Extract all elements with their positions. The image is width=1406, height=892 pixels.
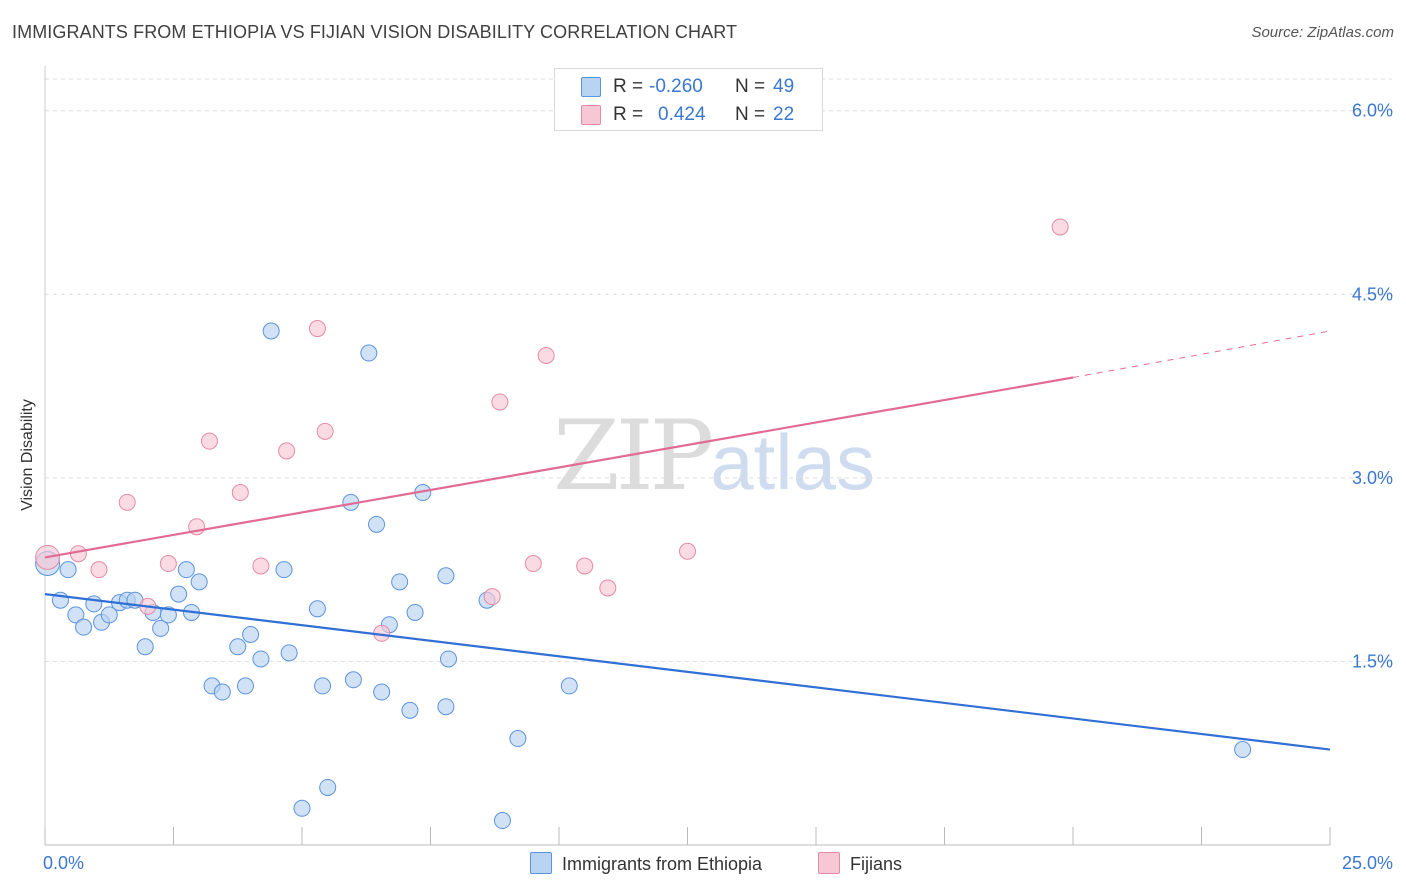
pink-data-point <box>90 561 108 579</box>
pink-data-point <box>483 588 501 606</box>
legend-label-fijians: Fijians <box>850 854 903 874</box>
pink-data-point <box>231 484 249 502</box>
blue-data-point <box>437 698 455 716</box>
blue-data-point <box>75 618 93 636</box>
blue-data-point <box>170 585 188 603</box>
pink-data-point <box>118 493 136 511</box>
pink-trend-extension <box>1072 330 1331 378</box>
watermark-zip: ZIP <box>553 400 714 512</box>
watermark-atlas: atlas <box>710 418 875 506</box>
pink-data-point <box>308 320 326 338</box>
pink-trend-line <box>44 376 1074 559</box>
legend-swatch-pink <box>818 852 840 874</box>
grid-lines <box>45 78 1392 662</box>
blue-data-point <box>252 650 270 668</box>
pink-data-point <box>252 557 270 575</box>
legend-r-value: -0.260 <box>649 76 703 97</box>
blue-data-point <box>373 683 391 701</box>
pink-data-point <box>200 432 218 450</box>
blue-data-point <box>560 677 578 695</box>
legend-item-fijians: Fijians <box>818 852 902 875</box>
pink-data-point <box>69 545 87 563</box>
y-tick-label: 4.5% <box>1352 284 1393 304</box>
legend-swatch-blue <box>530 852 552 874</box>
blue-data-point <box>190 573 208 591</box>
blue-data-point <box>437 567 455 585</box>
blue-data-point <box>152 619 170 637</box>
legend-r-value: 0.424 <box>658 104 706 125</box>
blue-data-point <box>262 322 280 340</box>
pink-data-point <box>1051 218 1069 236</box>
legend-swatch-blue <box>581 77 601 97</box>
chart-title: IMMIGRANTS FROM ETHIOPIA VS FIJIAN VISIO… <box>12 22 738 42</box>
blue-data-point <box>177 561 195 579</box>
legend-row-fijians: R = 0.424 N = 22 <box>555 100 822 128</box>
legend-r-label: R = <box>613 76 644 97</box>
y-tick-label: 1.5% <box>1352 651 1393 671</box>
legend-n-label: N = <box>735 104 766 125</box>
correlation-legend: R = -0.260 N = 49 R = 0.424 N = 22 <box>554 68 823 131</box>
legend-n-value: 22 <box>773 104 795 125</box>
pink-data-point <box>599 579 617 597</box>
blue-data-point <box>229 638 247 656</box>
watermark: ZIPatlas <box>553 400 875 512</box>
blue-data-point <box>368 515 386 533</box>
trend-lines <box>44 330 1331 751</box>
pink-data-point <box>576 557 594 575</box>
legend-row-ethiopia: R = -0.260 N = 49 <box>555 72 822 100</box>
pink-data-point <box>159 555 177 573</box>
blue-data-point <box>509 730 527 748</box>
blue-data-point <box>67 606 85 624</box>
blue-data-point <box>493 812 511 830</box>
legend-item-ethiopia: Immigrants from Ethiopia <box>530 852 762 875</box>
blue-data-point <box>391 573 409 591</box>
pink-data-point <box>278 442 296 460</box>
legend-n-value: 49 <box>773 76 795 97</box>
blue-data-point <box>236 677 254 695</box>
pink-data-point <box>537 346 555 364</box>
blue-data-point <box>319 778 337 796</box>
y-tick-label: 3.0% <box>1352 468 1393 488</box>
tick-labels: 1.5% 3.0% 4.5% 6.0% 0.0% 25.0% <box>43 101 1393 873</box>
y-tick-label: 6.0% <box>1352 101 1393 121</box>
blue-trend-line <box>44 593 1331 751</box>
blue-data-point <box>280 644 298 662</box>
blue-data-point <box>159 606 177 624</box>
pink-data-point <box>491 393 509 411</box>
legend-label-ethiopia: Immigrants from Ethiopia <box>562 854 763 874</box>
data-points <box>35 218 1252 830</box>
legend-r-label: R = <box>613 104 644 125</box>
pink-data-point <box>524 555 542 573</box>
blue-data-point <box>275 561 293 579</box>
legend-n-label: N = <box>735 76 766 97</box>
blue-data-point <box>242 626 260 644</box>
x-tick-label: 0.0% <box>43 853 84 873</box>
blue-data-point <box>1234 741 1252 759</box>
x-tick-label: 25.0% <box>1342 853 1393 873</box>
blue-data-point <box>344 671 362 689</box>
legend-swatch-pink <box>581 105 601 125</box>
blue-data-point <box>406 603 424 621</box>
blue-data-point <box>401 701 419 719</box>
blue-data-point <box>293 799 311 817</box>
blue-data-point <box>59 561 77 579</box>
blue-data-point <box>360 344 378 362</box>
axes <box>44 66 1331 846</box>
blue-data-point <box>100 606 118 624</box>
source-label: Source: ZipAtlas.com <box>1251 24 1394 41</box>
blue-data-point <box>213 683 231 701</box>
pink-data-point <box>679 542 696 560</box>
blue-data-point <box>439 650 457 668</box>
y-axis-label: Vision Disability <box>19 399 36 511</box>
blue-data-point <box>308 600 326 618</box>
pink-data-point <box>316 422 334 440</box>
blue-data-point <box>314 677 332 695</box>
blue-data-point <box>136 638 154 656</box>
